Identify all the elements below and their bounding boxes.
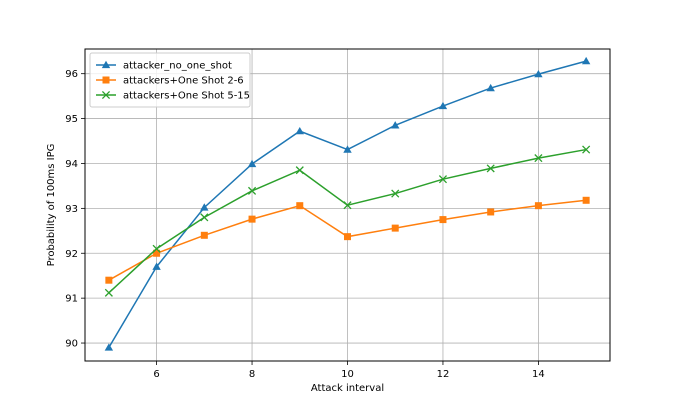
data-point (582, 196, 590, 204)
y-tick-label: 92 (65, 249, 78, 260)
data-point (343, 145, 352, 153)
data-point (153, 249, 161, 257)
y-tick-label: 94 (65, 159, 78, 170)
y-tick-label: 96 (65, 69, 78, 80)
legend-label: attackers+One Shot 5-15 (123, 91, 250, 102)
data-point (296, 202, 304, 210)
x-tick-label: 10 (341, 369, 354, 380)
data-point (581, 56, 591, 65)
legend-item: attackers+One Shot 2-6 (96, 76, 244, 87)
data-point (438, 175, 448, 184)
data-point (200, 231, 208, 239)
data-point (534, 154, 543, 163)
data-point (247, 186, 257, 195)
data-point (438, 101, 448, 110)
data-point (247, 159, 257, 168)
x-tick-label: 14 (532, 369, 545, 380)
data-point (295, 166, 304, 175)
data-point (534, 202, 542, 210)
data-point (391, 224, 399, 232)
y-tick-label: 93 (65, 204, 78, 215)
x-tick-label: 12 (437, 369, 450, 380)
data-point (391, 189, 400, 198)
series-layer (104, 56, 591, 351)
data-point (200, 213, 209, 222)
data-point (248, 215, 256, 223)
y-tick-label: 91 (65, 294, 78, 305)
legend-item: attackers+One Shot 5-15 (96, 91, 250, 102)
legend: attacker_no_one_shot attackers+One Shot 2… (89, 52, 251, 108)
data-point (152, 262, 161, 270)
x-axis: 6 8 10 12 14 (153, 361, 545, 380)
legend-item: attacker_no_one_shot (96, 61, 232, 72)
legend-label: attacker_no_one_shot (123, 61, 232, 72)
data-point (104, 288, 113, 297)
y-axis-label: Probability of 100ms IPG (46, 144, 57, 267)
data-point (582, 145, 591, 154)
y-axis: 90 91 92 93 94 95 96 (65, 69, 85, 350)
data-point (104, 343, 114, 351)
data-point (391, 121, 400, 129)
x-axis-label: Attack interval (311, 383, 384, 394)
legend-marker (101, 90, 111, 100)
data-point (534, 69, 543, 78)
x-tick-label: 8 (249, 369, 255, 380)
data-point (486, 83, 495, 92)
data-point (486, 164, 495, 173)
data-point (344, 233, 351, 241)
x-tick-label: 6 (153, 369, 159, 380)
data-point (487, 208, 495, 216)
series-1 (105, 196, 590, 284)
data-point (295, 126, 304, 135)
legend-label: attackers+One Shot 2-6 (123, 76, 244, 87)
legend-marker (102, 76, 110, 84)
data-point (152, 244, 161, 253)
series-2 (104, 145, 591, 297)
data-point (105, 276, 113, 284)
legend-box (89, 52, 251, 108)
data-point (200, 203, 209, 211)
legend-marker (101, 60, 111, 69)
data-point (439, 216, 447, 224)
y-tick-label: 95 (65, 114, 78, 125)
y-tick-label: 90 (65, 339, 78, 350)
data-point (343, 201, 352, 210)
